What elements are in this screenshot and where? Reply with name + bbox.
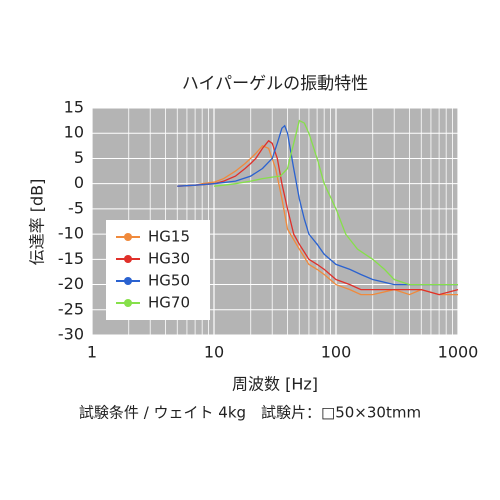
- x-tick-label: 1000: [438, 343, 479, 362]
- legend-marker: [124, 233, 132, 241]
- series-line: [177, 145, 458, 296]
- note: 試験条件 / ウェイト 4kg 試験片：□50×30tmm: [79, 404, 421, 422]
- y-tick-label: -25: [58, 299, 84, 318]
- legend-label: HG15: [148, 228, 190, 246]
- x-axis-label: 周波数 [Hz]: [232, 375, 318, 394]
- y-tick-label: 10: [64, 123, 84, 142]
- y-tick-label: 5: [74, 148, 84, 167]
- series-line: [177, 139, 459, 296]
- series-line: [213, 119, 458, 286]
- legend-marker: [124, 277, 132, 285]
- chart-title: ハイパーゲルの振動特性: [182, 74, 368, 94]
- legend-label: HG30: [148, 250, 190, 268]
- legend-marker: [124, 255, 132, 263]
- legend-label: HG70: [148, 294, 190, 312]
- y-tick-label: -20: [58, 274, 84, 293]
- y-tick-label: -30: [58, 325, 84, 344]
- y-tick-label: 0: [74, 173, 84, 192]
- x-tick-label: 10: [204, 343, 224, 362]
- y-tick-label: 15: [64, 98, 84, 117]
- legend-label: HG50: [148, 272, 190, 290]
- y-tick-label: -15: [58, 249, 84, 268]
- y-axis-label: 伝達率 [dB]: [28, 179, 47, 266]
- y-tick-label: -10: [58, 224, 84, 243]
- y-tick-label: -5: [68, 198, 84, 217]
- legend-marker: [124, 299, 132, 307]
- x-tick-label: 100: [321, 343, 352, 362]
- x-tick-label: 1: [87, 343, 97, 362]
- series-line: [177, 124, 458, 286]
